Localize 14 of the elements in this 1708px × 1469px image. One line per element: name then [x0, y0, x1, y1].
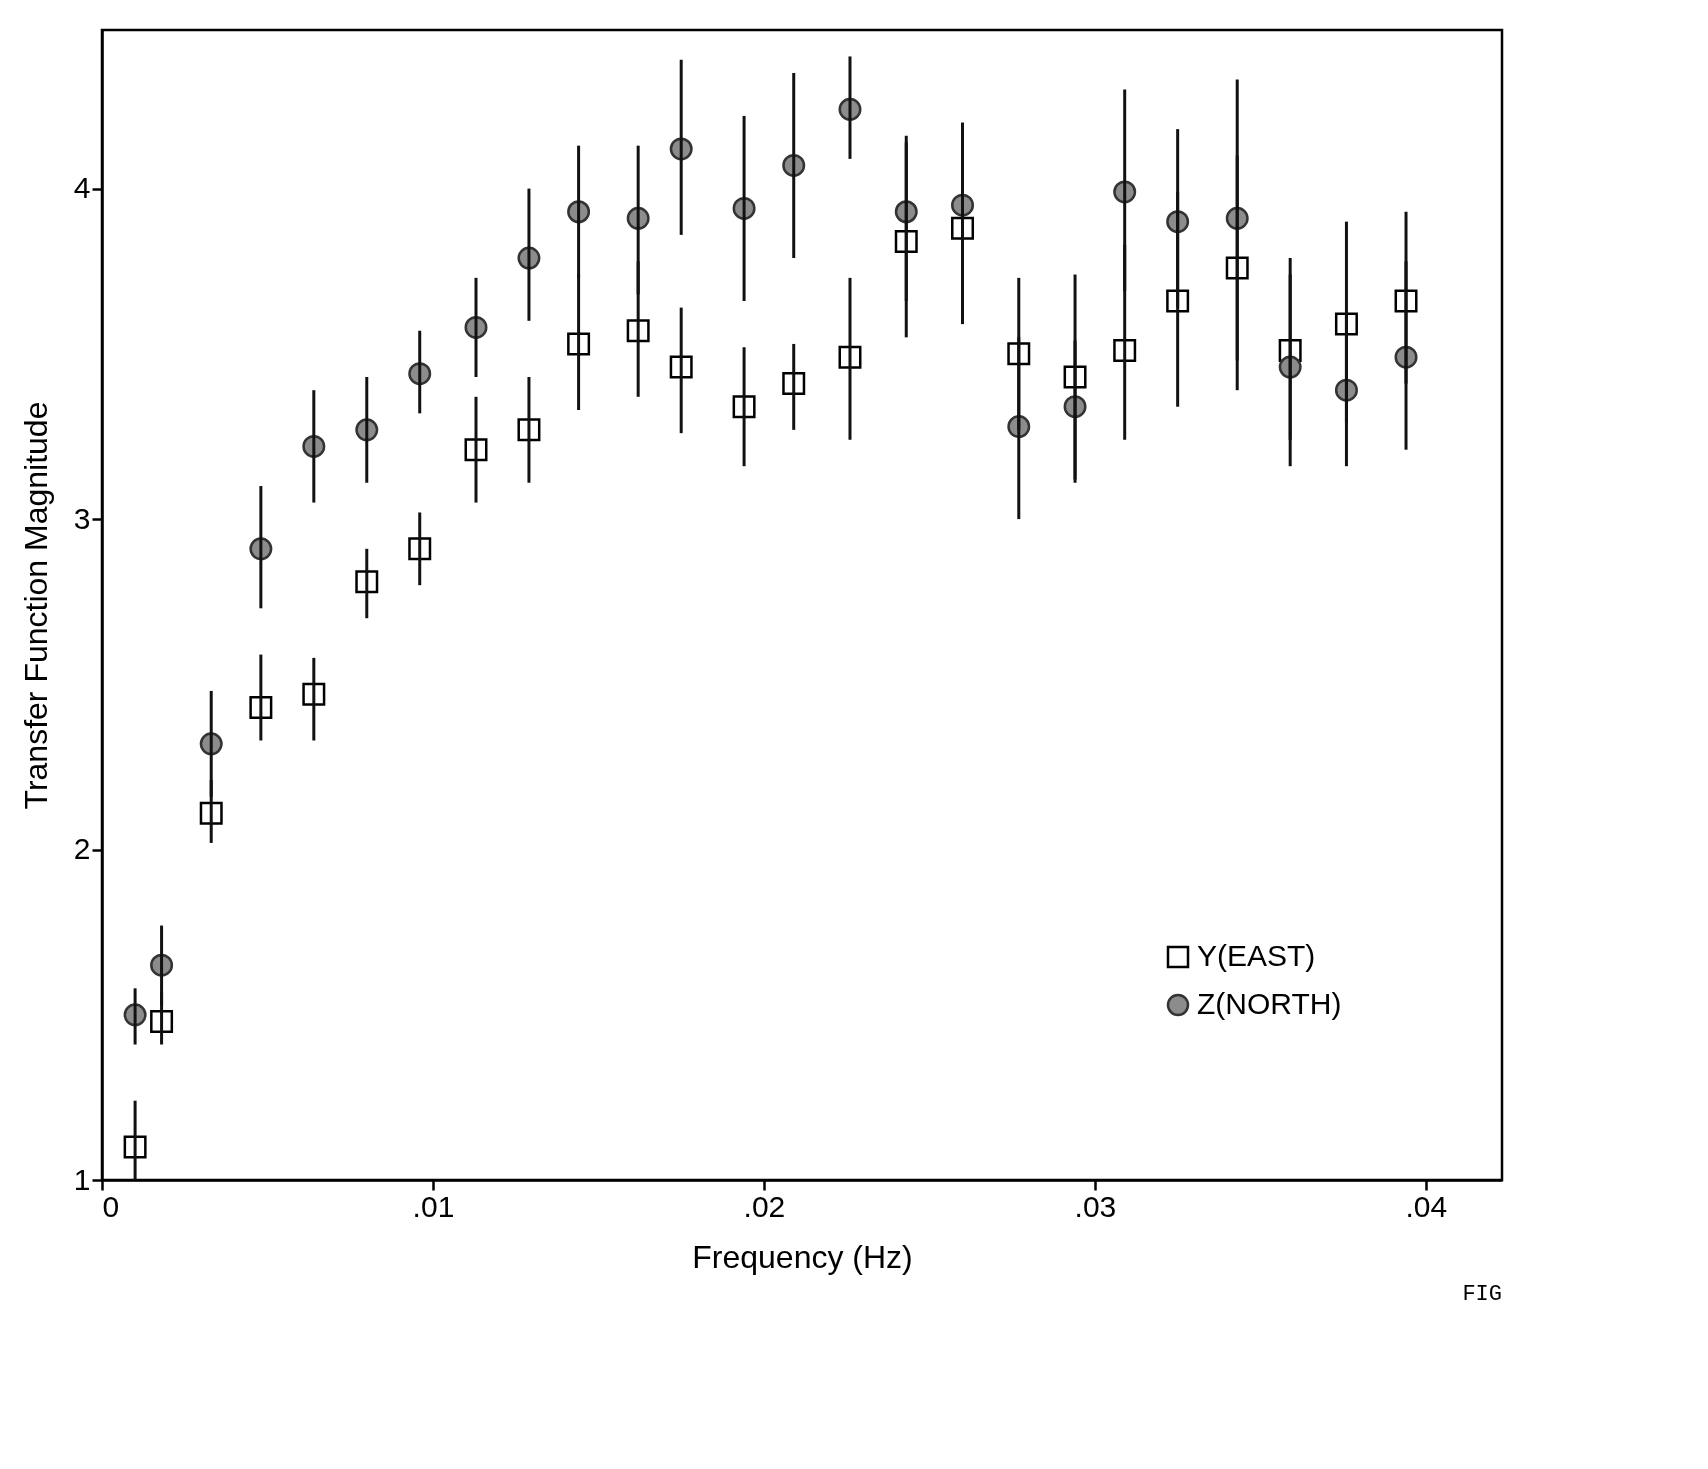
x-tick-label: .01	[412, 1189, 455, 1223]
y-tick-label: 3	[73, 501, 91, 535]
y-tick-label: 1	[73, 1162, 91, 1196]
legend-label: Z(NORTH)	[1197, 987, 1342, 1020]
text: FIG	[1462, 1282, 1502, 1307]
y-tick-label: 2	[73, 832, 91, 866]
y-axis-title: Transfer Function Magnitude	[17, 401, 54, 810]
x-axis-title: Frequency (Hz)	[692, 1238, 913, 1275]
x-tick-label: .02	[743, 1189, 786, 1223]
legend-label: Y(EAST)	[1197, 939, 1316, 972]
x-tick-label: 0	[102, 1189, 120, 1223]
y-tick-label: 4	[73, 171, 91, 205]
x-tick-label: .04	[1405, 1189, 1448, 1223]
x-tick-label: .03	[1074, 1189, 1117, 1223]
